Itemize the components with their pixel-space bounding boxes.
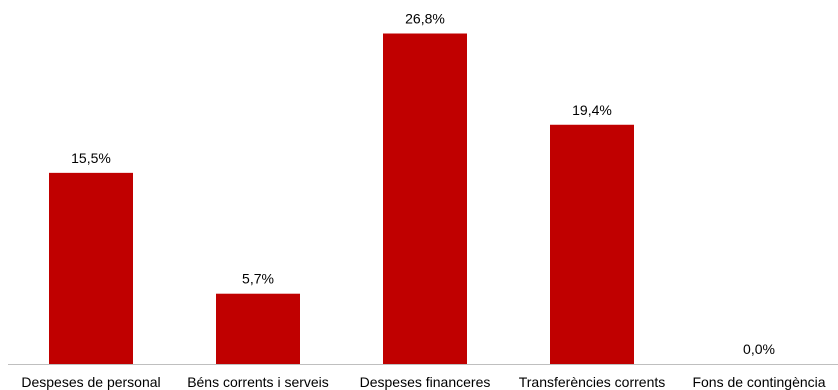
bar-2	[216, 293, 300, 364]
bars-group	[49, 33, 634, 364]
bar-3	[383, 33, 467, 364]
x-tick-label-5: Fons de contingència	[692, 374, 825, 390]
data-labels-group: 15,5% 5,7% 26,8% 19,4% 0,0%	[71, 11, 775, 358]
x-tick-label-4: Transferències corrents	[519, 374, 666, 390]
x-tick-label-3: Despeses financeres	[360, 374, 491, 390]
x-tick-labels-group: Despeses de personal Béns corrents i serv…	[21, 374, 825, 390]
data-label-4: 19,4%	[572, 102, 612, 118]
bar-1	[49, 172, 133, 364]
x-tick-label-2: Béns corrents i serveis	[187, 374, 329, 390]
data-label-3: 26,8%	[405, 11, 445, 27]
data-label-2: 5,7%	[242, 271, 274, 287]
bar-4	[550, 124, 634, 364]
x-tick-label-1: Despeses de personal	[21, 374, 160, 390]
data-label-1: 15,5%	[71, 150, 111, 166]
data-label-5: 0,0%	[743, 341, 775, 357]
